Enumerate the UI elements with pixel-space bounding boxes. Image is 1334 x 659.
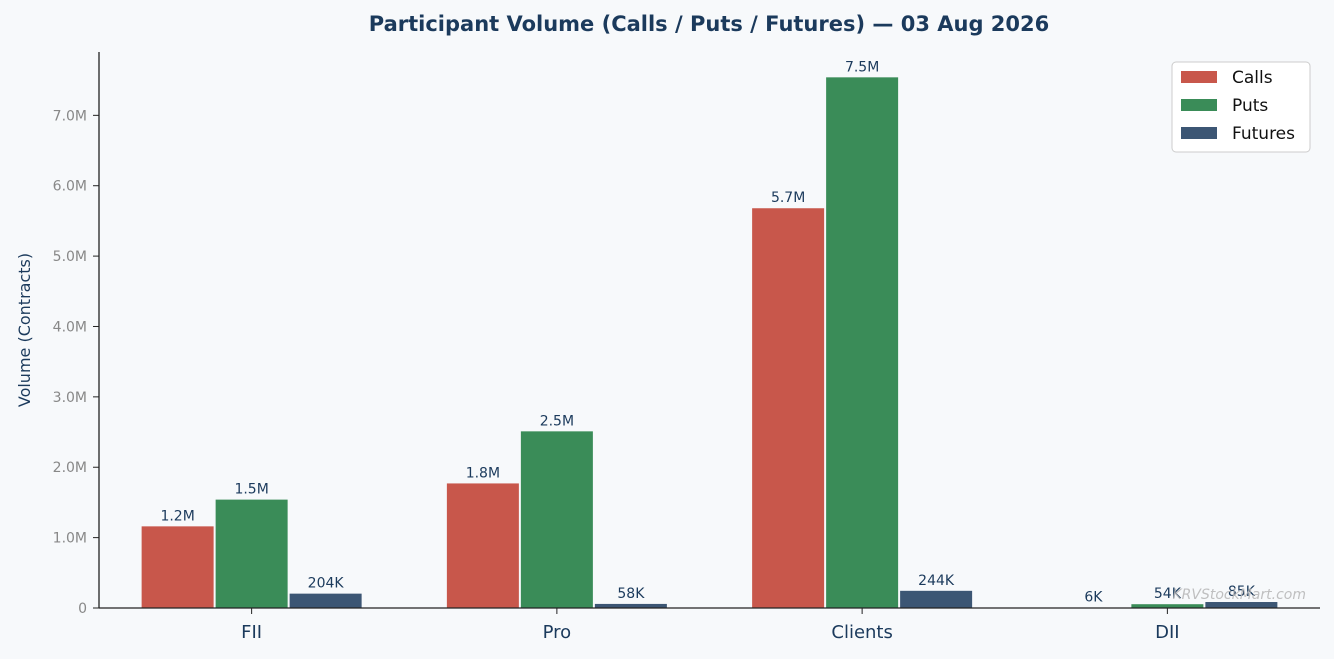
watermark: KRVStockMart.com	[1173, 587, 1307, 603]
legend-swatch-calls	[1181, 71, 1217, 83]
x-tick-label: FII	[241, 622, 262, 643]
y-tick-label: 4.0M	[53, 319, 87, 335]
data-label: 244K	[918, 573, 955, 589]
y-tick-label: 3.0M	[53, 390, 87, 406]
legend-label-calls: Calls	[1232, 68, 1273, 88]
bar-puts-pro	[520, 431, 593, 608]
y-tick-label: 2.0M	[53, 460, 87, 476]
y-tick-label: 7.0M	[53, 108, 87, 124]
y-tick-label: 5.0M	[53, 249, 87, 265]
bar-futures-pro	[594, 603, 667, 608]
x-tick-label: DII	[1155, 622, 1179, 643]
bar-puts-dii	[1131, 604, 1204, 608]
bar-futures-dii	[1205, 602, 1278, 608]
bar-puts-fii	[215, 499, 288, 608]
y-tick-label: 6.0M	[53, 179, 87, 195]
data-label: 204K	[308, 576, 345, 592]
bar-calls-pro	[446, 483, 519, 608]
bar-futures-fii	[289, 593, 362, 608]
data-label: 5.7M	[771, 190, 805, 206]
legend-label-futures: Futures	[1232, 124, 1295, 144]
data-label: 6K	[1084, 590, 1103, 606]
data-label: 1.8M	[466, 465, 500, 481]
data-label: 85K	[1228, 584, 1256, 600]
data-labels-group: 1.2M 1.5M 204K 1.8M 2.5M 58K 5.7M 7.5M 244K 6K 54K…	[160, 59, 1255, 605]
bars-group	[141, 77, 1278, 608]
x-axis-ticks: FII Pro Clients DII	[241, 608, 1180, 643]
bar-futures-clients	[900, 590, 973, 608]
data-label: 58K	[617, 586, 645, 602]
y-tick-label: 1.0M	[53, 531, 87, 547]
chart-title: Participant Volume (Calls / Puts / Futur…	[369, 12, 1049, 36]
data-label: 7.5M	[845, 59, 879, 75]
y-tick-label: 0	[78, 601, 87, 617]
bar-calls-clients	[752, 208, 825, 608]
bar-puts-clients	[826, 77, 899, 608]
legend-label-puts: Puts	[1232, 96, 1268, 116]
data-label: 1.2M	[160, 508, 194, 524]
y-axis-ticks: 0 1.0M 2.0M 3.0M 4.0M 5.0M 6.0M 7.0M	[53, 108, 99, 617]
legend: Calls Puts Futures	[1171, 61, 1311, 153]
data-label: 1.5M	[234, 482, 268, 498]
data-label: 2.5M	[540, 413, 574, 429]
x-tick-label: Clients	[831, 622, 893, 643]
bar-calls-fii	[141, 526, 214, 608]
data-label: 54K	[1154, 586, 1182, 602]
y-axis-label: Volume (Contracts)	[15, 253, 34, 407]
x-tick-label: Pro	[543, 622, 572, 643]
legend-swatch-puts	[1181, 99, 1217, 111]
legend-swatch-futures	[1181, 127, 1217, 139]
